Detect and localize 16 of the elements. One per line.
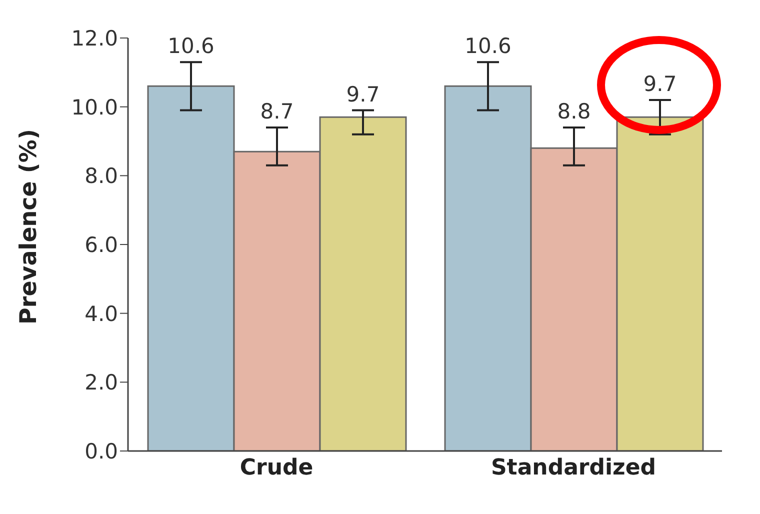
y-tick-label: 2.0 [84,370,118,395]
data-label: 10.6 [464,34,512,58]
y-tick-label: 8.0 [84,164,118,188]
y-tick-label: 10.0 [71,95,118,120]
x-tick-label: Crude [240,456,314,481]
data-label: 9.7 [346,82,380,106]
y-tick-label: 4.0 [84,302,118,326]
y-tick-label: 12.0 [71,26,118,50]
y-tick-label: 0.0 [84,439,118,464]
data-label: 10.6 [168,34,214,58]
y-tick-label: 6.0 [84,232,118,257]
y-axis-title: Prevalence (%) [16,129,42,324]
x-tick-label: Standardized [490,456,656,481]
data-label: 8.7 [260,99,294,124]
data-label: 8.8 [557,99,591,124]
data-label: 9.7 [643,72,677,96]
